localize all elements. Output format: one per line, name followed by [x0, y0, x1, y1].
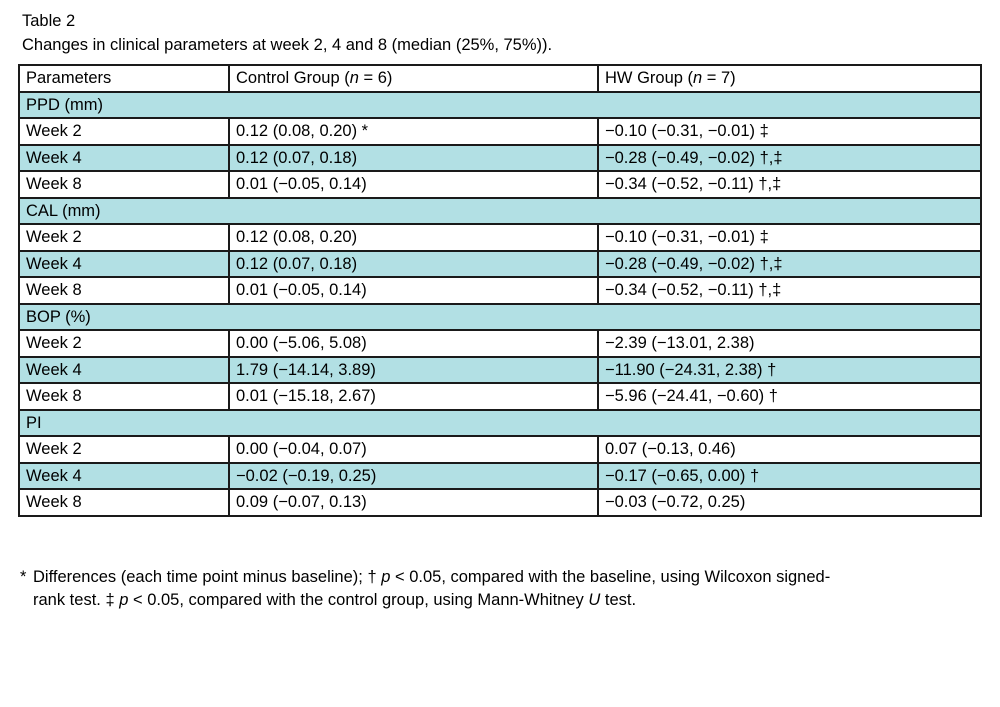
hw-cell: −11.90 (−24.31, 2.38) † — [597, 355, 982, 384]
param-cell: Week 8 — [18, 170, 230, 199]
hw-cell: −2.39 (−13.01, 2.38) — [597, 329, 982, 358]
hw-cell: −0.34 (−0.52, −0.11) †,‡ — [597, 276, 982, 305]
param-cell: Week 8 — [18, 382, 230, 411]
param-cell: Week 8 — [18, 488, 230, 517]
hw-cell: 0.07 (−0.13, 0.46) — [597, 435, 982, 464]
table-row: Week 4 0.12 (0.07, 0.18) −0.28 (−0.49, −… — [18, 143, 982, 172]
table-row: Week 8 0.09 (−0.07, 0.13) −0.03 (−0.72, … — [18, 488, 982, 517]
clinical-parameters-table: Parameters Control Group (n = 6) HW Grou… — [18, 64, 982, 517]
control-cell: 0.00 (−0.04, 0.07) — [228, 435, 599, 464]
section-row-cal: CAL (mm) — [18, 196, 982, 225]
p-italic: p — [381, 568, 391, 586]
table-row: Week 4 −0.02 (−0.19, 0.25) −0.17 (−0.65,… — [18, 461, 982, 490]
hw-cell: −0.28 (−0.49, −0.02) †,‡ — [597, 249, 982, 278]
footnote-text: < 0.05, compared with the baseline, usin… — [390, 568, 831, 586]
control-cell: 1.79 (−14.14, 3.89) — [228, 355, 599, 384]
section-label: BOP (%) — [18, 302, 982, 331]
table-label: Table 2 — [22, 12, 76, 30]
control-cell: 0.12 (0.07, 0.18) — [228, 249, 599, 278]
section-row-pi: PI — [18, 408, 982, 437]
hw-cell: −0.10 (−0.31, −0.01) ‡ — [597, 117, 982, 146]
header-cell-parameters: Parameters — [18, 64, 230, 93]
p-italic: p — [119, 591, 129, 609]
section-label: PI — [18, 408, 982, 437]
table-row: Week 8 0.01 (−15.18, 2.67) −5.96 (−24.41… — [18, 382, 982, 411]
control-cell: 0.01 (−0.05, 0.14) — [228, 276, 599, 305]
hw-header-text: HW Group ( — [605, 69, 694, 88]
hw-cell: −0.10 (−0.31, −0.01) ‡ — [597, 223, 982, 252]
footnote-text: < 0.05, compared with the control group,… — [128, 591, 589, 609]
section-row-ppd: PPD (mm) — [18, 90, 982, 119]
hw-cell: −5.96 (−24.41, −0.60) † — [597, 382, 982, 411]
param-cell: Week 2 — [18, 435, 230, 464]
footnote-line-1: * Differences (each time point minus bas… — [20, 566, 976, 589]
footnote-line-2: rank test. ‡ p < 0.05, compared with the… — [20, 589, 976, 612]
hw-header-suffix: = 7) — [702, 69, 736, 88]
control-cell: 0.12 (0.08, 0.20) * — [228, 117, 599, 146]
table-footnote: * Differences (each time point minus bas… — [20, 566, 976, 612]
table-title: Changes in clinical parameters at week 2… — [22, 36, 553, 54]
asterisk-marker: * — [20, 568, 29, 586]
table-row: Week 8 0.01 (−0.05, 0.14) −0.34 (−0.52, … — [18, 170, 982, 199]
control-cell: 0.01 (−15.18, 2.67) — [228, 382, 599, 411]
table-row: Week 4 0.12 (0.07, 0.18) −0.28 (−0.49, −… — [18, 249, 982, 278]
param-cell: Week 4 — [18, 461, 230, 490]
param-cell: Week 8 — [18, 276, 230, 305]
control-cell: 0.12 (0.08, 0.20) — [228, 223, 599, 252]
control-n-italic: n — [349, 69, 359, 88]
section-label: PPD (mm) — [18, 90, 982, 119]
control-cell: −0.02 (−0.19, 0.25) — [228, 461, 599, 490]
control-cell: 0.09 (−0.07, 0.13) — [228, 488, 599, 517]
header-row: Parameters Control Group (n = 6) HW Grou… — [18, 64, 982, 93]
table-row: Week 8 0.01 (−0.05, 0.14) −0.34 (−0.52, … — [18, 276, 982, 305]
table-row: Week 2 0.12 (0.08, 0.20) −0.10 (−0.31, −… — [18, 223, 982, 252]
section-label: CAL (mm) — [18, 196, 982, 225]
section-row-bop: BOP (%) — [18, 302, 982, 331]
hw-cell: −0.03 (−0.72, 0.25) — [597, 488, 982, 517]
hw-n-italic: n — [693, 69, 703, 88]
header-cell-hw: HW Group (n = 7) — [597, 64, 982, 93]
footnote-text: test. — [600, 591, 637, 609]
u-italic: U — [588, 591, 601, 609]
control-cell: 0.01 (−0.05, 0.14) — [228, 170, 599, 199]
table-row: Week 2 0.00 (−5.06, 5.08) −2.39 (−13.01,… — [18, 329, 982, 358]
param-cell: Week 4 — [18, 249, 230, 278]
param-cell: Week 4 — [18, 143, 230, 172]
param-cell: Week 2 — [18, 329, 230, 358]
table-row: Week 4 1.79 (−14.14, 3.89) −11.90 (−24.3… — [18, 355, 982, 384]
control-cell: 0.00 (−5.06, 5.08) — [228, 329, 599, 358]
control-header-suffix: = 6) — [358, 69, 393, 88]
control-cell: 0.12 (0.07, 0.18) — [228, 143, 599, 172]
control-header-text: Control Group ( — [236, 69, 350, 88]
table-row: Week 2 0.12 (0.08, 0.20) * −0.10 (−0.31,… — [18, 117, 982, 146]
hw-cell: −0.34 (−0.52, −0.11) †,‡ — [597, 170, 982, 199]
footnote-text: rank test. ‡ — [33, 591, 120, 609]
param-cell: Week 2 — [18, 223, 230, 252]
param-cell: Week 2 — [18, 117, 230, 146]
footnote-text: Differences (each time point minus basel… — [28, 568, 382, 586]
table-caption: Table 2 Changes in clinical parameters a… — [22, 9, 552, 57]
hw-cell: −0.17 (−0.65, 0.00) † — [597, 461, 982, 490]
header-cell-control: Control Group (n = 6) — [228, 64, 599, 93]
hw-cell: −0.28 (−0.49, −0.02) †,‡ — [597, 143, 982, 172]
param-cell: Week 4 — [18, 355, 230, 384]
table-row: Week 2 0.00 (−0.04, 0.07) 0.07 (−0.13, 0… — [18, 435, 982, 464]
